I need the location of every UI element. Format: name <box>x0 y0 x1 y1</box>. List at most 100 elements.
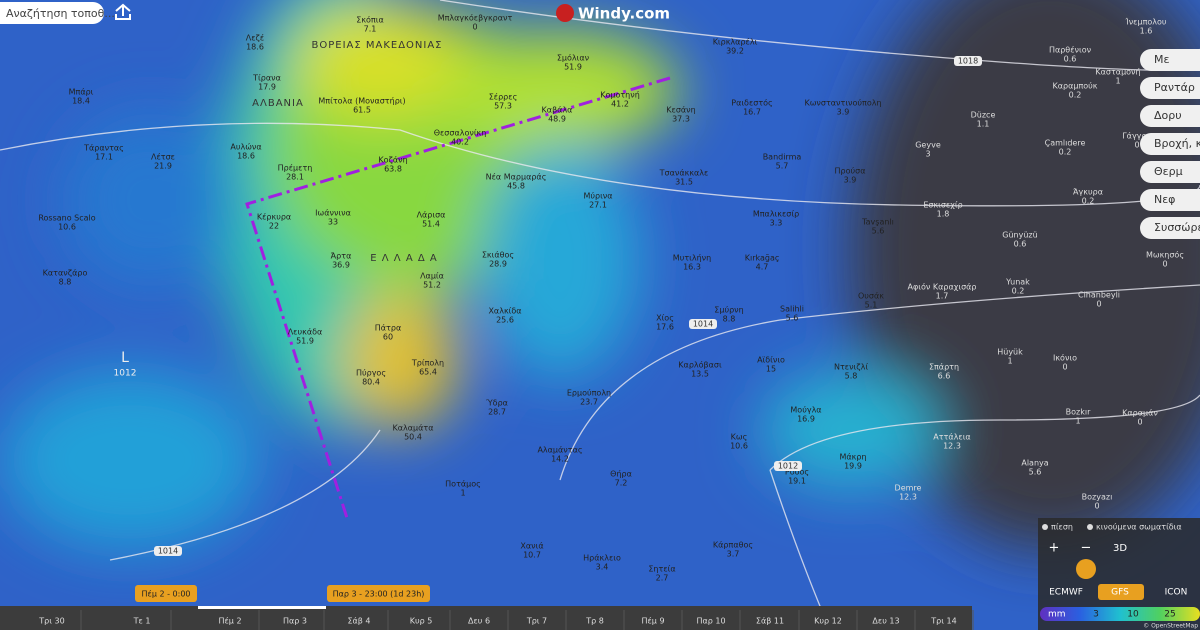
city-name: Yunak <box>1005 278 1030 287</box>
toggle[interactable] <box>1087 524 1093 530</box>
city-value: 0.2 <box>1012 287 1025 296</box>
city-value: 63.8 <box>384 165 402 174</box>
city-name: Σκιάθος <box>482 251 514 260</box>
rain-icon[interactable] <box>1076 559 1096 579</box>
city-value: 33 <box>328 218 338 227</box>
day-label[interactable]: Τρι 14 <box>930 617 956 626</box>
time-bubble[interactable] <box>135 585 197 602</box>
control[interactable]: 3D <box>1113 543 1127 554</box>
day-label[interactable]: Τρ 8 <box>585 617 604 626</box>
layer-label[interactable]: Βροχή, κατ <box>1154 137 1200 150</box>
control[interactable]: − <box>1081 541 1092 556</box>
city-name: Demre <box>895 484 922 493</box>
city-name: Σκόπια <box>356 15 383 25</box>
toggle[interactable] <box>1042 524 1048 530</box>
day-label[interactable]: Δευ 13 <box>872 617 899 626</box>
layer-button[interactable] <box>1140 105 1200 127</box>
time-label[interactable]: Παρ 3 - 23:00 (1d 23h) <box>333 590 425 599</box>
city-name: Günyüzü <box>1002 231 1037 240</box>
day-label[interactable]: Σάβ 4 <box>347 617 370 626</box>
legend-scale <box>1040 607 1200 621</box>
day-label[interactable]: Κυρ 5 <box>410 617 433 626</box>
city-value: 51.4 <box>422 220 440 229</box>
city-name: Τάραντας <box>83 144 124 153</box>
city-name: Μπλαγκόεβγκραντ <box>438 13 513 23</box>
city-name: Σητεία <box>648 565 675 574</box>
low-value: 1012 <box>114 369 137 379</box>
city-value: 0 <box>1137 418 1142 427</box>
city-value: 51.2 <box>423 281 441 290</box>
day-label[interactable]: Πέμ 9 <box>641 616 664 626</box>
toggle-label[interactable]: κινούμενα σωματίδια <box>1096 522 1182 532</box>
day-label[interactable]: Κυρ 12 <box>814 617 842 626</box>
layer-label[interactable]: Ραντάρ <box>1154 81 1195 94</box>
day-label[interactable]: Δευ 6 <box>468 617 490 626</box>
model[interactable]: ICON <box>1165 588 1188 598</box>
city-value: 10.6 <box>58 223 76 232</box>
city-name: Σμόλιαν <box>557 53 590 63</box>
city-name: Κιρκλαρέλι <box>713 37 758 47</box>
day-label[interactable]: Τρι 30 <box>38 617 64 626</box>
time-bubble[interactable] <box>327 585 430 602</box>
control[interactable]: + <box>1049 541 1060 556</box>
day-label[interactable]: Παρ 10 <box>696 617 725 626</box>
city-name: Geyve <box>915 141 941 150</box>
day-label[interactable]: Πέμ 2 <box>218 616 241 626</box>
isobar-label: 1012 <box>778 462 798 471</box>
layer-label[interactable]: Θερμ <box>1154 165 1183 178</box>
day-label[interactable]: Τε 1 <box>133 617 151 626</box>
isobar-label: 1014 <box>693 320 713 329</box>
time-label[interactable]: Πέμ 2 - 0:00 <box>142 589 191 599</box>
city-name: Καραμπούκ <box>1052 81 1097 91</box>
toggle-label[interactable]: πίεση <box>1051 523 1073 532</box>
city-name: Κωνσταντινούπολη <box>804 98 881 108</box>
city-name: Θεσσαλονίκη <box>434 129 487 138</box>
layer-label[interactable]: Συσσώρευση <box>1154 221 1200 234</box>
city-name: Ικόνιο <box>1053 353 1077 363</box>
city-value: 3 <box>925 150 930 159</box>
city-name: Πρέμετη <box>278 163 313 173</box>
model[interactable]: ECMWF <box>1049 588 1083 598</box>
model[interactable]: GFS <box>1111 588 1129 598</box>
layer-button[interactable] <box>1140 189 1200 211</box>
city-name: Αττάλεια <box>933 433 970 442</box>
region-label: Ε Λ Λ Α Δ Α <box>370 253 437 264</box>
day-label[interactable]: Παρ 3 <box>283 617 307 626</box>
layer-button[interactable] <box>1140 77 1200 99</box>
layer-label[interactable]: Νεφ <box>1154 193 1175 206</box>
layer-label[interactable]: Με <box>1154 53 1169 66</box>
search-input[interactable]: Αναζήτηση τοποθ... <box>6 7 115 20</box>
layer-button[interactable] <box>1140 49 1200 71</box>
layer-button[interactable] <box>1140 217 1200 239</box>
city-name: Ύδρα <box>485 399 508 408</box>
search[interactable]: Αναζήτηση τοποθ... <box>0 2 131 24</box>
city-name: Μάκρη <box>839 453 866 462</box>
day-label[interactable]: Σάβ 11 <box>756 617 784 626</box>
city-value: 28.7 <box>488 408 506 417</box>
city-value: 0 <box>472 23 477 32</box>
layer-button[interactable] <box>1140 161 1200 183</box>
city-value: 0.6 <box>1064 55 1077 64</box>
city-name: Bozyazı <box>1082 493 1113 502</box>
rain-field <box>0 0 1200 550</box>
day-label[interactable]: Τρι 7 <box>526 617 547 626</box>
city-value: 16.7 <box>743 108 761 117</box>
layer-label[interactable]: Δορυ <box>1154 109 1182 122</box>
layer-button[interactable] <box>1140 133 1200 155</box>
